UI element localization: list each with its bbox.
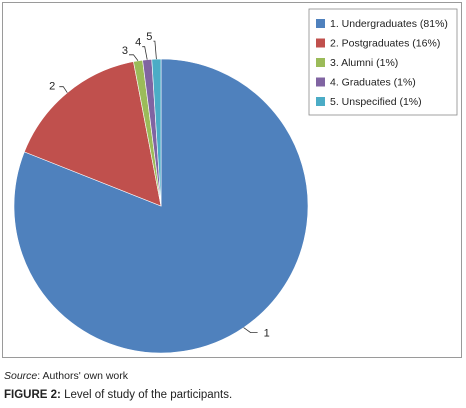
- source-note: Source: Authors' own work: [4, 370, 128, 382]
- legend-item-5: 5. Unspecified (1%): [330, 96, 422, 108]
- legend-item-4: 4. Graduates (1%): [330, 77, 416, 89]
- caption-label: FIGURE 2:: [4, 389, 61, 401]
- slice-label-2: 2: [49, 81, 55, 93]
- source-text: : Authors' own work: [37, 370, 128, 382]
- leader-line-5: [153, 40, 157, 60]
- leader-line-4: [142, 46, 148, 60]
- leader-line-3: [129, 54, 139, 62]
- legend-swatch-5: [316, 97, 325, 106]
- legend-box: [308, 8, 458, 116]
- leader-line-2: [59, 86, 68, 93]
- slice-label-5: 5: [146, 31, 152, 43]
- slice-label-3: 3: [122, 45, 128, 57]
- source-label: Source: [4, 370, 38, 382]
- chart-frame: 1 2 3 4 5 1. Undergraduates (81%) 2. Postgradu…: [2, 2, 462, 358]
- legend-swatch-2: [316, 38, 325, 48]
- legend-item-2: 2. Postgraduates (16%): [330, 38, 440, 50]
- legend-swatch-3: [316, 58, 325, 67]
- legend-swatch-4: [316, 77, 325, 87]
- leader-line-1: [243, 327, 258, 334]
- slice-label-1: 1: [264, 328, 270, 340]
- legend: 1. Undergraduates (81%) 2. Postgraduates …: [308, 8, 458, 116]
- legend-item-1: 1. Undergraduates (81%): [330, 18, 448, 30]
- pie-slice-2: [23, 61, 162, 207]
- slice-label-4: 4: [135, 37, 141, 49]
- legend-item-3: 3. Alumni (1%): [330, 57, 398, 69]
- caption-text: Level of study of the participants.: [60, 389, 233, 401]
- legend-swatch-1: [316, 19, 325, 28]
- pie-chart: 1 2 34 5 1. Undergraduates (81%) 2. Postgradu…: [13, 8, 458, 354]
- figure-caption: FIGURE 2: Level of study of the particip…: [4, 389, 232, 401]
